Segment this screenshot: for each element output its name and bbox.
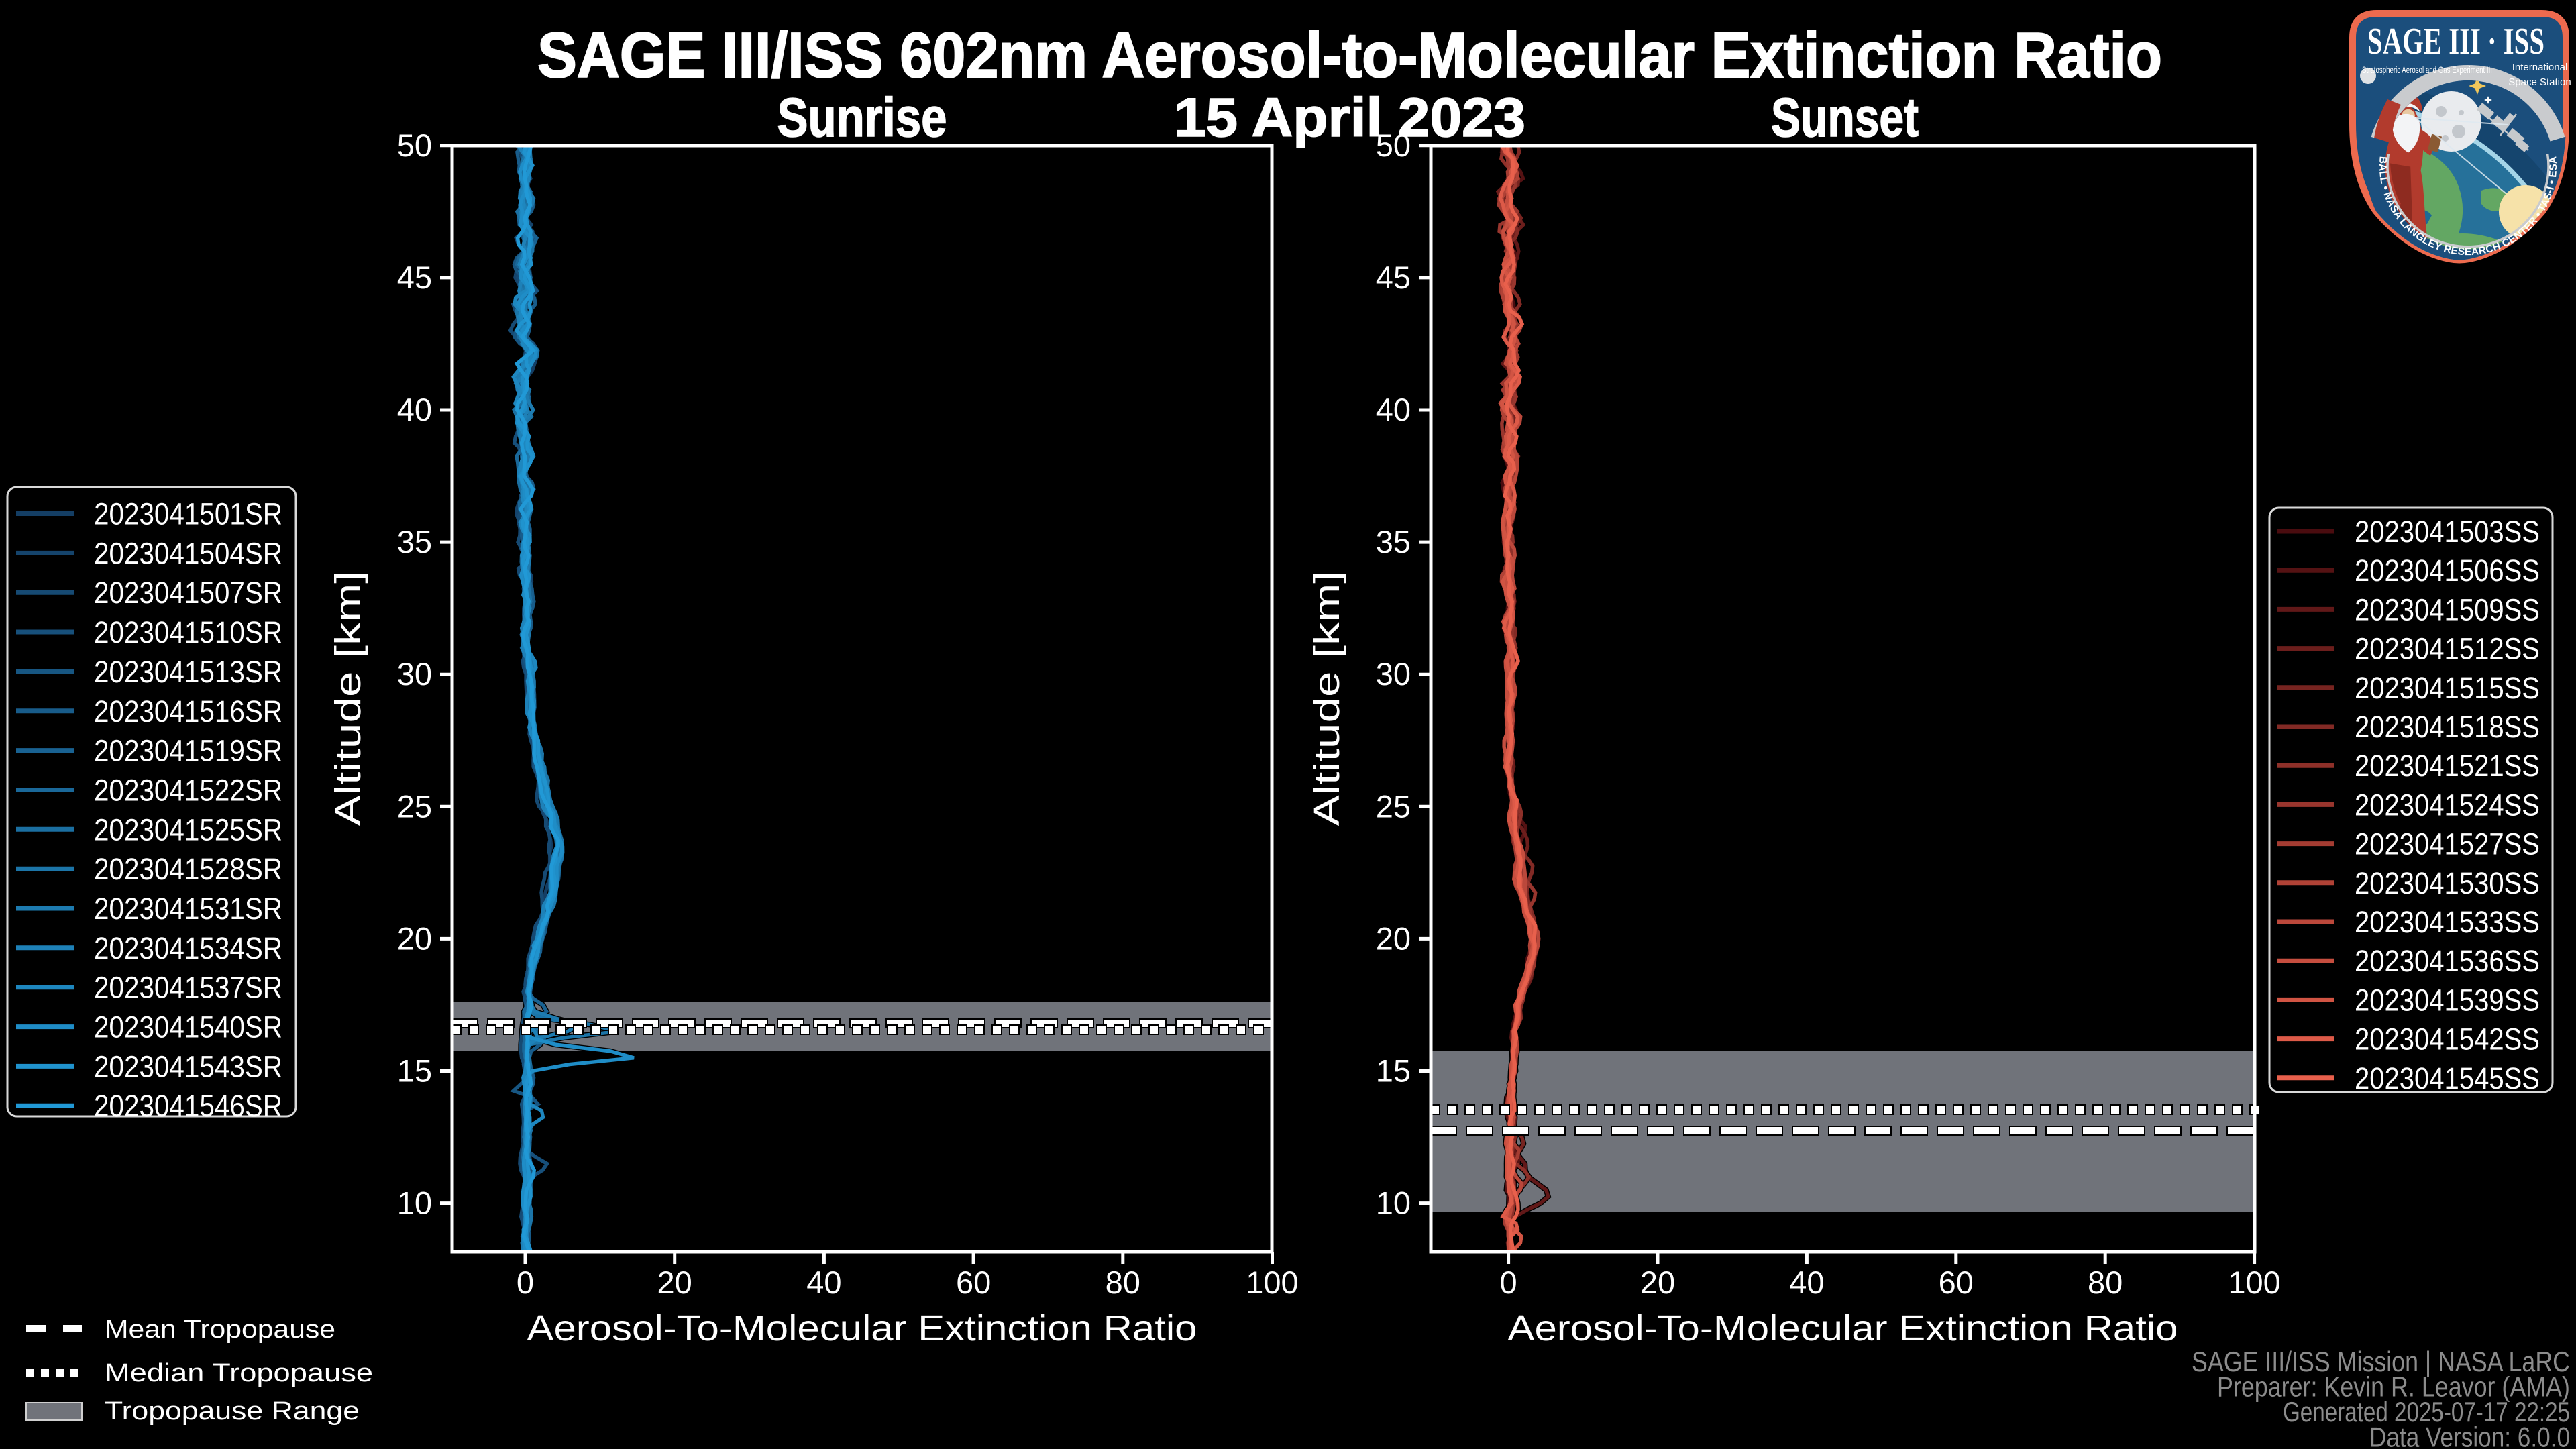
- svg-text:2023041513SR: 2023041513SR: [94, 655, 282, 689]
- svg-text:35: 35: [397, 524, 432, 559]
- svg-text:50: 50: [1376, 127, 1411, 163]
- svg-text:40: 40: [397, 392, 432, 427]
- svg-text:2023041531SR: 2023041531SR: [94, 892, 282, 926]
- svg-text:Space Station: Space Station: [2508, 76, 2571, 88]
- svg-text:15: 15: [397, 1053, 432, 1089]
- svg-text:0: 0: [517, 1265, 534, 1300]
- svg-text:2023041527SS: 2023041527SS: [2355, 827, 2540, 861]
- svg-text:2023041501SR: 2023041501SR: [94, 497, 282, 531]
- svg-text:30: 30: [1376, 656, 1411, 692]
- svg-text:15: 15: [1376, 1053, 1411, 1089]
- svg-text:SAGE III · ISS: SAGE III · ISS: [2367, 21, 2544, 62]
- svg-text:20: 20: [1376, 920, 1411, 956]
- svg-text:2023041506SS: 2023041506SS: [2355, 553, 2540, 588]
- svg-text:2023041522SR: 2023041522SR: [94, 773, 282, 808]
- svg-text:Mean Tropopause: Mean Tropopause: [105, 1316, 335, 1344]
- svg-text:60: 60: [1939, 1265, 1974, 1300]
- svg-text:Generated 2025-07-17 22:25: Generated 2025-07-17 22:25: [2283, 1396, 2570, 1428]
- svg-text:2023041542SS: 2023041542SS: [2355, 1022, 2540, 1057]
- svg-text:2023041536SS: 2023041536SS: [2355, 944, 2540, 978]
- svg-text:2023041507SR: 2023041507SR: [94, 576, 282, 610]
- svg-text:25: 25: [397, 788, 432, 824]
- svg-text:40: 40: [806, 1265, 841, 1300]
- svg-text:20: 20: [1640, 1265, 1675, 1300]
- svg-text:45: 45: [1376, 260, 1411, 295]
- svg-text:45: 45: [397, 260, 432, 295]
- svg-text:40: 40: [1789, 1265, 1824, 1300]
- svg-text:100: 100: [2228, 1265, 2280, 1300]
- svg-text:Aerosol-To-Molecular Extinctio: Aerosol-To-Molecular Extinction Ratio: [527, 1308, 1197, 1348]
- svg-text:SAGE III/ISS 602nm Aerosol-to-: SAGE III/ISS 602nm Aerosol-to-Molecular …: [537, 19, 2162, 91]
- svg-text:Median Tropopause: Median Tropopause: [105, 1359, 373, 1387]
- svg-text:Altitude [km]: Altitude [km]: [1307, 571, 1347, 826]
- svg-text:2023041524SS: 2023041524SS: [2355, 788, 2540, 822]
- svg-text:Aerosol-To-Molecular Extinctio: Aerosol-To-Molecular Extinction Ratio: [1508, 1308, 2178, 1348]
- svg-text:Data Version: 6.0.0: Data Version: 6.0.0: [2369, 1421, 2570, 1449]
- svg-text:20: 20: [397, 920, 432, 956]
- svg-text:Sunrise: Sunrise: [777, 87, 947, 148]
- svg-text:2023041515SS: 2023041515SS: [2355, 671, 2540, 705]
- svg-text:2023041528SR: 2023041528SR: [94, 852, 282, 886]
- svg-text:Stratospheric Aerosol and Gas: Stratospheric Aerosol and Gas Experiment…: [2362, 64, 2492, 75]
- svg-text:Tropopause Range: Tropopause Range: [105, 1397, 360, 1426]
- svg-text:2023041533SS: 2023041533SS: [2355, 905, 2540, 939]
- svg-text:2023041518SS: 2023041518SS: [2355, 710, 2540, 744]
- svg-text:2023041516SR: 2023041516SR: [94, 694, 282, 729]
- svg-text:2023041537SR: 2023041537SR: [94, 971, 282, 1005]
- svg-text:2023041543SR: 2023041543SR: [94, 1049, 282, 1083]
- svg-text:80: 80: [2088, 1265, 2123, 1300]
- svg-text:Preparer: Kevin R. Leavor (AMA: Preparer: Kevin R. Leavor (AMA): [2217, 1371, 2570, 1403]
- svg-text:2023041539SS: 2023041539SS: [2355, 983, 2540, 1017]
- svg-text:2023041521SS: 2023041521SS: [2355, 749, 2540, 783]
- svg-text:Altitude [km]: Altitude [km]: [328, 571, 368, 826]
- svg-text:20: 20: [657, 1265, 692, 1300]
- svg-text:10: 10: [397, 1185, 432, 1221]
- svg-text:10: 10: [1376, 1185, 1411, 1221]
- svg-text:30: 30: [397, 656, 432, 692]
- svg-text:2023041510SR: 2023041510SR: [94, 615, 282, 649]
- svg-text:0: 0: [1500, 1265, 1517, 1300]
- svg-text:2023041509SS: 2023041509SS: [2355, 592, 2540, 627]
- svg-text:2023041540SR: 2023041540SR: [94, 1010, 282, 1044]
- svg-text:15 April 2023: 15 April 2023: [1174, 87, 1525, 148]
- svg-text:2023041503SS: 2023041503SS: [2355, 515, 2540, 549]
- svg-text:International: International: [2512, 62, 2568, 73]
- svg-text:25: 25: [1376, 788, 1411, 824]
- svg-text:60: 60: [956, 1265, 991, 1300]
- svg-text:100: 100: [1246, 1265, 1298, 1300]
- svg-text:2023041530SS: 2023041530SS: [2355, 866, 2540, 900]
- svg-text:SAGE III/ISS Mission | NASA La: SAGE III/ISS Mission | NASA LaRC: [2192, 1346, 2570, 1377]
- svg-text:50: 50: [397, 127, 432, 163]
- svg-text:2023041534SR: 2023041534SR: [94, 931, 282, 965]
- svg-text:2023041545SS: 2023041545SS: [2355, 1061, 2540, 1095]
- svg-text:80: 80: [1106, 1265, 1140, 1300]
- svg-text:2023041525SR: 2023041525SR: [94, 812, 282, 847]
- svg-text:2023041546SR: 2023041546SR: [94, 1089, 282, 1123]
- svg-text:2023041504SR: 2023041504SR: [94, 536, 282, 570]
- svg-text:35: 35: [1376, 524, 1411, 559]
- svg-text:2023041512SS: 2023041512SS: [2355, 632, 2540, 666]
- svg-text:Sunset: Sunset: [1771, 87, 1919, 148]
- svg-text:40: 40: [1376, 392, 1411, 427]
- svg-text:2023041519SR: 2023041519SR: [94, 734, 282, 768]
